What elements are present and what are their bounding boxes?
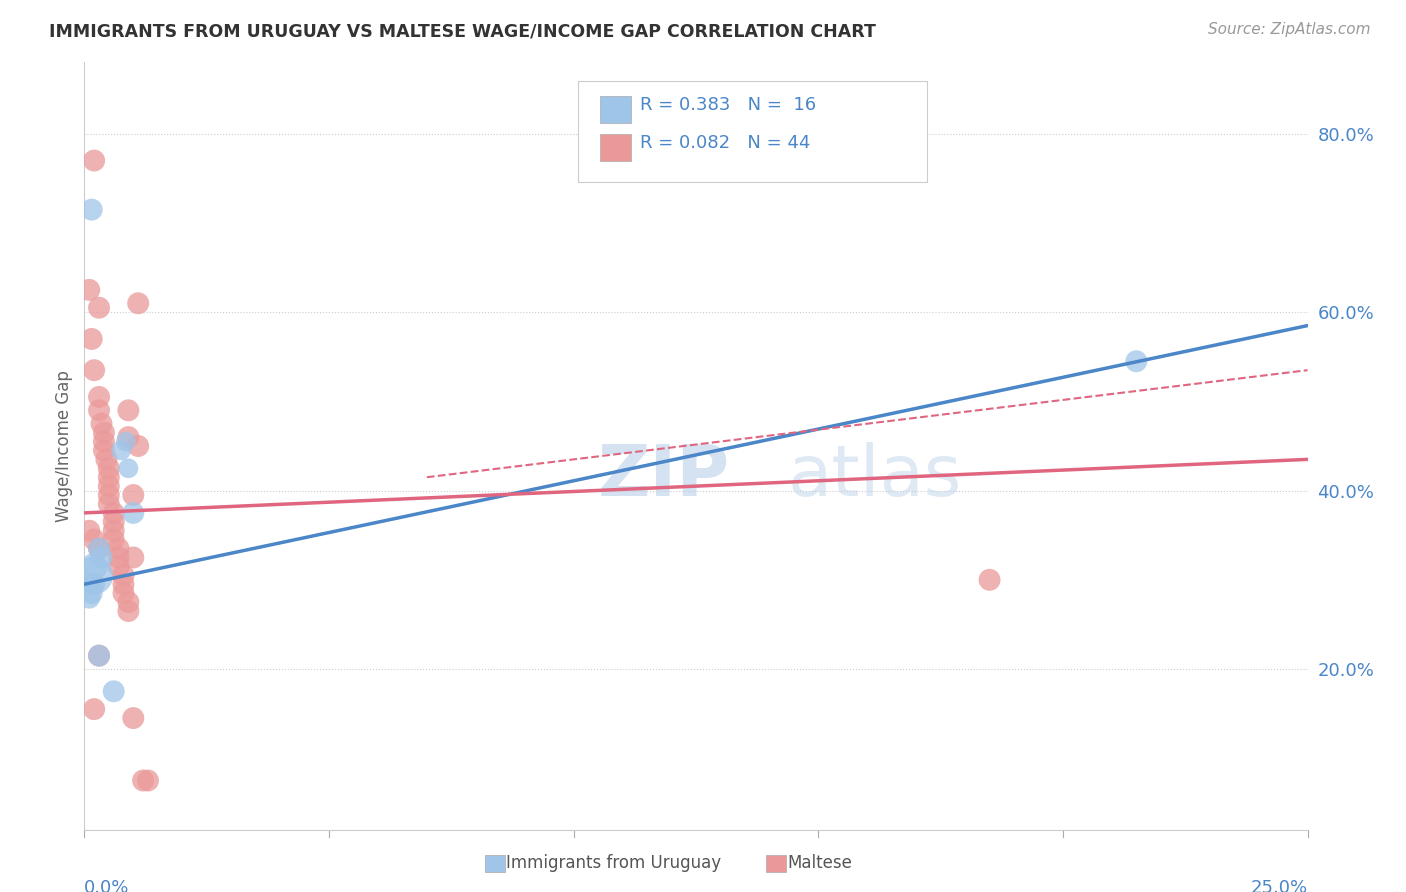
Point [122, 711, 145, 725]
Point [83, 533, 105, 547]
Point [127, 296, 149, 310]
Point [77, 283, 100, 297]
Point [112, 568, 135, 582]
Point [83, 577, 105, 591]
Point [110, 443, 132, 458]
Text: ZIP: ZIP [598, 442, 730, 511]
Point [77, 591, 100, 605]
Text: Source: ZipAtlas.com: Source: ZipAtlas.com [1208, 22, 1371, 37]
Point [117, 595, 139, 609]
Text: 0.0%: 0.0% [84, 879, 129, 892]
Text: Maltese: Maltese [787, 854, 852, 871]
Point [80, 577, 103, 591]
Point [97, 488, 120, 502]
Point [93, 443, 115, 458]
Point [90, 417, 112, 431]
Point [80, 202, 103, 217]
Point [77, 524, 100, 538]
Point [97, 461, 120, 475]
Text: 25.0%: 25.0% [1250, 879, 1308, 892]
Point [83, 559, 105, 574]
Point [93, 425, 115, 440]
Point [103, 684, 125, 698]
Point [87, 390, 110, 404]
Point [117, 604, 139, 618]
Text: IMMIGRANTS FROM URUGUAY VS MALTESE WAGE/INCOME GAP CORRELATION CHART: IMMIGRANTS FROM URUGUAY VS MALTESE WAGE/… [49, 22, 876, 40]
Point [127, 439, 149, 453]
Point [132, 773, 155, 788]
Point [87, 541, 110, 556]
Point [90, 550, 112, 565]
Point [117, 403, 139, 417]
Point [117, 430, 139, 444]
Point [112, 586, 135, 600]
Point [97, 470, 120, 484]
Point [112, 577, 135, 591]
Point [80, 332, 103, 346]
Point [103, 506, 125, 520]
Point [1125, 354, 1147, 368]
Point [103, 515, 125, 529]
Point [83, 363, 105, 377]
Point [83, 702, 105, 716]
Point [107, 541, 129, 556]
Text: Immigrants from Uruguay: Immigrants from Uruguay [506, 854, 721, 871]
Point [979, 573, 1001, 587]
Point [122, 506, 145, 520]
Point [80, 586, 103, 600]
Point [122, 550, 145, 565]
Point [103, 533, 125, 547]
Point [122, 488, 145, 502]
Point [136, 773, 159, 788]
Point [93, 434, 115, 449]
Point [103, 524, 125, 538]
Point [87, 541, 110, 556]
Point [117, 461, 139, 475]
Text: R = 0.082   N = 44: R = 0.082 N = 44 [640, 134, 810, 152]
Point [97, 497, 120, 511]
Point [115, 434, 138, 449]
Point [83, 153, 105, 168]
Point [97, 479, 120, 493]
Text: R = 0.383   N =  16: R = 0.383 N = 16 [640, 96, 815, 114]
Text: atlas: atlas [787, 442, 962, 511]
Y-axis label: Wage/Income Gap: Wage/Income Gap [55, 370, 73, 522]
Point [87, 301, 110, 315]
Point [87, 403, 110, 417]
Point [83, 568, 105, 582]
Point [87, 648, 110, 663]
Point [107, 559, 129, 574]
Point [96, 452, 118, 467]
Point [87, 648, 110, 663]
Point [107, 550, 129, 565]
